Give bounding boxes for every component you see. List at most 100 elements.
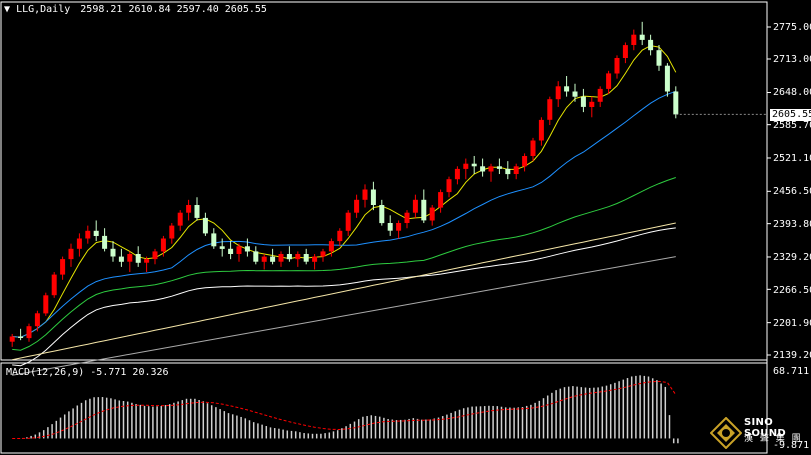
ma-line-300	[12, 256, 676, 376]
price-tick: 2521.10	[773, 153, 811, 164]
candle-body	[580, 96, 586, 107]
candle-body	[505, 168, 511, 175]
candle-body	[261, 256, 267, 262]
candle-body	[93, 230, 99, 236]
watermark-sub: 漢 聲 集 團	[744, 434, 803, 444]
candle-body	[312, 256, 318, 262]
ma-line-50	[12, 177, 676, 351]
candle-body	[244, 246, 250, 252]
candle-body	[194, 205, 200, 218]
candle-body	[76, 238, 82, 249]
candle-body	[144, 259, 150, 263]
candle-body	[614, 58, 620, 74]
price-pane-frame	[0, 1, 768, 361]
candle-body	[9, 336, 15, 342]
candle-body	[51, 274, 57, 296]
price-tick: 2139.20	[773, 350, 811, 361]
candle-body	[228, 248, 234, 254]
candle-body	[538, 119, 544, 141]
price-tick: 2775.00	[773, 22, 811, 33]
candle-body	[295, 254, 301, 260]
candle-body	[480, 166, 486, 172]
symbol-label: LLG,Daily	[16, 4, 71, 15]
candle-body	[85, 230, 91, 239]
candle-body	[110, 248, 116, 257]
candle-body	[513, 166, 519, 174]
macd-min-tick: -9.871	[773, 440, 810, 451]
candle-body	[463, 163, 469, 169]
candle-body	[303, 254, 309, 262]
macd-max-tick: 68.711	[773, 366, 810, 377]
candle-body	[488, 166, 494, 172]
ma-line-200	[12, 222, 676, 361]
watermark-name: SINO SOUND	[744, 417, 786, 439]
candle-body	[648, 39, 654, 51]
candle-body	[606, 73, 612, 89]
candle-body	[673, 91, 679, 115]
candle-body	[328, 241, 334, 252]
macd-signal-line	[12, 380, 677, 439]
price-tick: 2648.00	[773, 87, 811, 98]
candle-body	[438, 192, 444, 208]
candle-body	[496, 166, 502, 169]
collapse-triangle-icon[interactable]: ▼	[4, 4, 11, 15]
candle-body	[127, 254, 133, 262]
candle-body	[379, 205, 385, 224]
candle-body	[421, 199, 427, 221]
candle-body	[135, 254, 141, 263]
candle-body	[564, 86, 570, 92]
candle-body	[362, 189, 368, 200]
candle-body	[102, 235, 108, 249]
candle-body	[547, 99, 553, 120]
candle-body	[555, 86, 561, 100]
candle-body	[572, 91, 578, 97]
ohlc-values: 2598.21 2610.84 2597.40 2605.55	[80, 4, 267, 15]
candle-body	[664, 65, 670, 92]
candle-body	[404, 212, 410, 223]
candle-body	[169, 225, 175, 239]
candle-body	[186, 205, 192, 213]
diamond-logo-icon	[710, 417, 742, 449]
candle-body	[337, 230, 343, 242]
candle-body	[177, 212, 183, 226]
candle-body	[68, 248, 74, 260]
price-tick: 2266.50	[773, 285, 811, 296]
price-tick: 2456.50	[773, 186, 811, 197]
candle-body	[18, 336, 24, 338]
price-tick: 2393.80	[773, 219, 811, 230]
price-tick: 2329.20	[773, 252, 811, 263]
chart-header: ▼ LLG,Daily 2598.21 2610.84 2597.40 2605…	[4, 4, 267, 15]
price-tick: 2201.90	[773, 318, 811, 329]
candle-body	[345, 212, 351, 231]
candle-body	[219, 246, 225, 249]
candle-body	[446, 179, 452, 193]
current-price-marker: 2605.55	[770, 109, 811, 121]
candle-body	[522, 156, 528, 167]
candle-body	[429, 207, 435, 221]
macd-label: MACD(12,26,9) -5.771 20.326	[6, 367, 169, 378]
candle-body	[253, 251, 259, 262]
candle-body	[589, 101, 595, 107]
candle-body	[278, 254, 284, 262]
price-tick: 2713.00	[773, 54, 811, 65]
candle-body	[152, 251, 158, 260]
candle-body	[412, 199, 418, 213]
candle-body	[354, 199, 360, 213]
candle-body	[656, 50, 662, 66]
ma-line-100	[12, 227, 676, 367]
candle-body	[26, 326, 32, 339]
candle-body	[160, 238, 166, 252]
candle-body	[597, 88, 603, 102]
candle-body	[43, 295, 49, 314]
ma-line-5	[12, 45, 677, 338]
candle-body	[454, 168, 460, 180]
candle-body	[211, 233, 217, 247]
candle-body	[236, 246, 242, 254]
candle-body	[530, 140, 536, 156]
candle-body	[370, 189, 376, 205]
candle-body	[270, 256, 276, 262]
sinosound-watermark: SINO SOUND 漢 聲 集 團	[708, 413, 808, 453]
candle-body	[60, 259, 66, 275]
candle-body	[631, 34, 637, 45]
